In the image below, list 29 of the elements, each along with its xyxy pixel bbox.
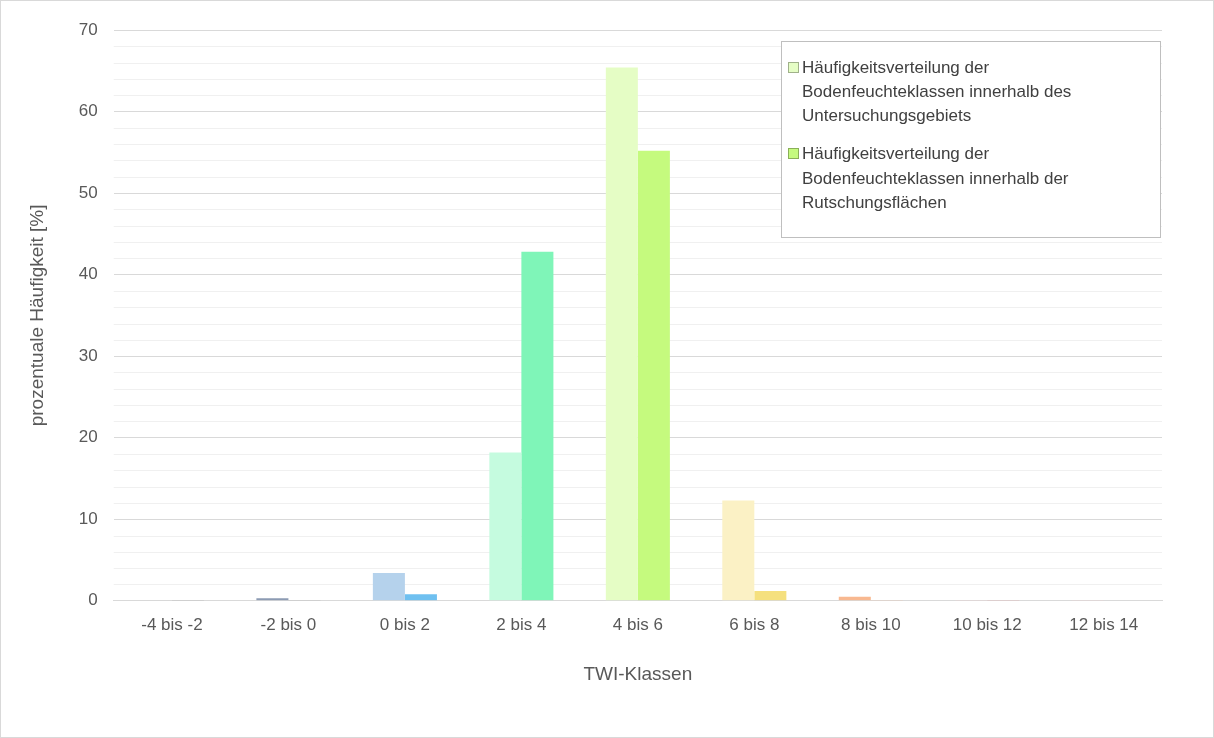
y-axis-title: prozentuale Häufigkeit [%] bbox=[25, 204, 47, 427]
x-tick-label: 6 bis 8 bbox=[729, 614, 780, 634]
y-tick-label: 20 bbox=[78, 427, 98, 447]
x-tick-label: -4 bis -2 bbox=[141, 614, 203, 634]
bar bbox=[722, 500, 755, 601]
y-tick-label: 60 bbox=[78, 101, 98, 121]
x-tick-label: 8 bis 10 bbox=[841, 614, 901, 634]
x-tick-label: 4 bis 6 bbox=[612, 614, 663, 634]
y-tick-label: 10 bbox=[78, 508, 98, 528]
bar bbox=[372, 573, 405, 601]
legend-label: Häufigkeitsverteilung der Bodenfeuchteklassen innerhalb des Untersuchungsgebiets bbox=[802, 57, 1073, 128]
y-tick-label: 50 bbox=[78, 182, 98, 202]
bar bbox=[489, 452, 522, 601]
x-tick-label: -2 bis 0 bbox=[260, 614, 317, 634]
x-tick-label: 10 bis 12 bbox=[952, 614, 1022, 634]
bar bbox=[754, 591, 787, 601]
x-tick-label: 0 bis 2 bbox=[379, 614, 430, 634]
y-tick-label: 0 bbox=[88, 590, 98, 610]
bar bbox=[521, 251, 554, 601]
bar bbox=[605, 67, 638, 601]
y-tick-label: 30 bbox=[78, 345, 98, 365]
x-tick-label: 12 bis 14 bbox=[1069, 614, 1139, 634]
x-tick-label: 2 bis 4 bbox=[496, 614, 547, 634]
x-axis-title: TWI-Klassen bbox=[583, 662, 693, 684]
bar bbox=[637, 150, 670, 601]
y-tick-label: 70 bbox=[78, 19, 98, 39]
y-tick-label: 40 bbox=[78, 264, 98, 284]
bar bbox=[404, 594, 437, 601]
legend-label: Häufigkeitsverteilung der Bodenfeuchteklassen innerhalb der Rutschungsflächen bbox=[802, 143, 1070, 214]
